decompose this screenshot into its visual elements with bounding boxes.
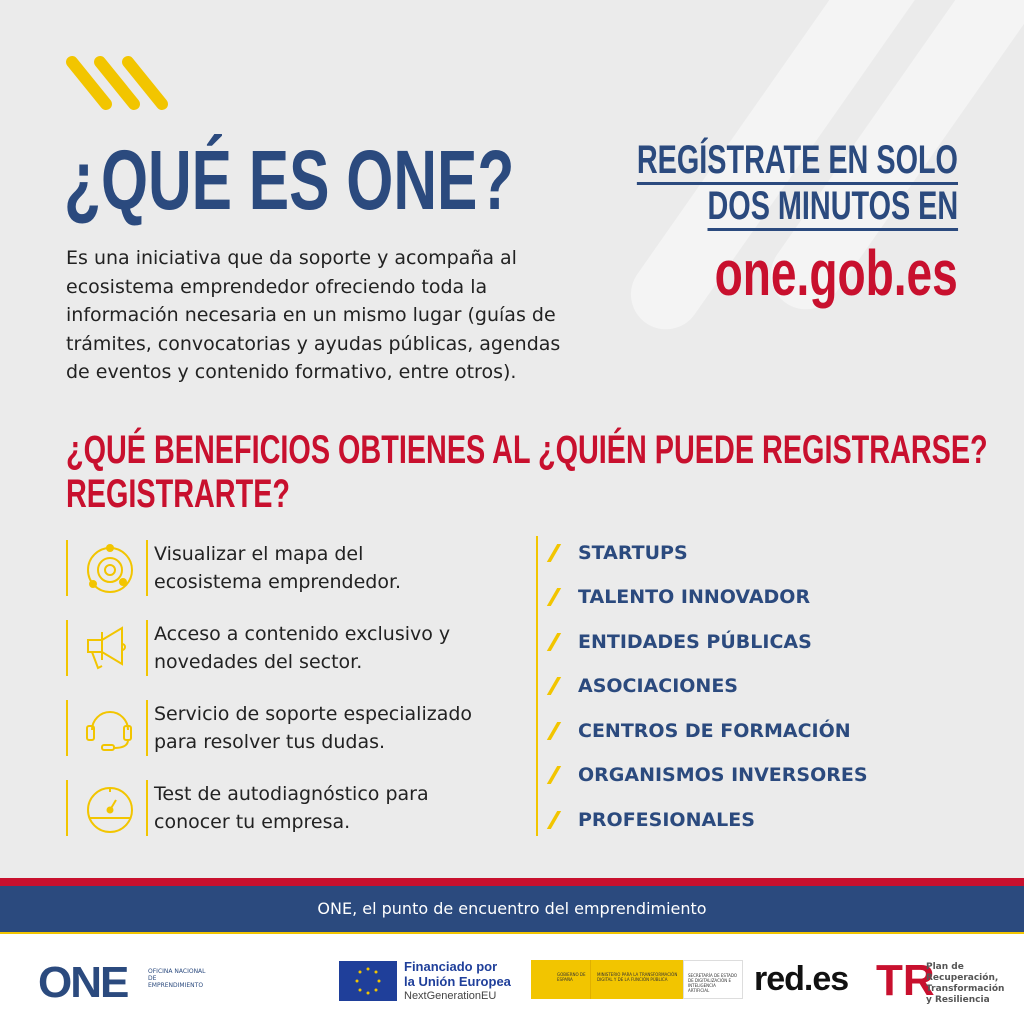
one-logo-text: OFICINA NACIONAL DE EMPRENDIMIENTO xyxy=(148,968,206,989)
eu-line3: NextGenerationEU xyxy=(404,990,497,1002)
page-title: ¿QUÉ ES ONE? xyxy=(64,133,515,227)
prtr-line: Plan de xyxy=(926,962,964,972)
eu-flag-icon xyxy=(339,961,397,1001)
slash-icon xyxy=(546,544,562,562)
prtr-line: Recuperación, xyxy=(926,973,999,983)
register-line-2: DOS MINUTOS EN xyxy=(707,184,958,231)
benefits-heading-2: REGISTRARTE? xyxy=(66,472,291,516)
gov-c: SECRETARÍA DE ESTADO DE DIGITALIZACIÓN E… xyxy=(683,960,743,999)
benefit-text: para resolver tus dudas. xyxy=(154,731,386,753)
who-item-label: STARTUPS xyxy=(578,542,688,564)
gov-b: MINISTERIO PARA LA TRANSFORMACIÓN DIGITA… xyxy=(597,972,678,982)
who-heading: ¿QUIÉN PUEDE REGISTRARSE? xyxy=(538,428,988,472)
redes-logo: red.es xyxy=(754,960,849,998)
megaphone-icon xyxy=(87,626,126,670)
who-item-label: ENTIDADES PÚBLICAS xyxy=(578,631,812,653)
benefit-item: Servicio de soporte especializado para re… xyxy=(66,700,506,764)
who-item-label: CENTROS DE FORMACIÓN xyxy=(578,720,851,742)
prtr-line: Transformación xyxy=(926,984,1005,994)
ecosystem-orbit-icon xyxy=(87,544,133,593)
description: Es una iniciativa que da soporte y acomp… xyxy=(66,247,561,383)
who-item-label: ORGANISMOS INVERSORES xyxy=(578,764,868,786)
tagline: ONE, el punto de encuentro del emprendim… xyxy=(0,886,1024,932)
who-item-label: PROFESIONALES xyxy=(578,809,755,831)
benefit-text: ecosistema emprendedor. xyxy=(154,571,402,593)
benefit-text: conocer tu empresa. xyxy=(154,811,351,833)
eu-line2: la Unión Europea xyxy=(404,974,511,989)
headset-icon xyxy=(86,711,132,751)
one-logo: ONE OFICINA NACIONAL DE EMPRENDIMIENTO xyxy=(38,958,206,1008)
slash-icon xyxy=(546,633,562,651)
slash-icon xyxy=(546,722,562,740)
prtr-logo-text: Plan de Recuperación, Transformación y Resi… xyxy=(926,962,1004,1006)
footer-band: ONE, el punto de encuentro del emprendim… xyxy=(0,878,1024,936)
prtr-line: y Resiliencia xyxy=(926,995,990,1005)
register-line-1: REGÍSTRATE EN SOLO xyxy=(636,138,958,185)
benefits-heading: ¿QUÉ BENEFICIOS OBTIENES AL xyxy=(66,428,531,472)
yellow-slashes-icon xyxy=(66,56,168,110)
benefit-text: Acceso a contenido exclusivo y xyxy=(154,623,451,645)
benefit-item: Acceso a contenido exclusivo y novedades … xyxy=(66,620,506,684)
slash-icon xyxy=(546,811,562,829)
prtr-logo-mark: TR xyxy=(876,956,935,1005)
benefit-text: Test de autodiagnóstico para xyxy=(154,783,429,805)
logos-bar: ONE OFICINA NACIONAL DE EMPRENDIMIENTO F… xyxy=(0,934,1024,1024)
one-logo-mark: ONE xyxy=(38,958,129,1007)
website-link[interactable]: one.gob.es xyxy=(714,237,958,309)
benefit-text: Servicio de soporte especializado xyxy=(154,703,473,725)
gobierno-logo: GOBIERNO DE ESPAÑA MINISTERIO PARA LA TR… xyxy=(531,960,743,999)
benefit-text: Visualizar el mapa del xyxy=(154,543,364,565)
eu-line1: Financiado por xyxy=(404,959,498,974)
slash-icon xyxy=(546,588,562,606)
benefit-text: novedades del sector. xyxy=(154,651,363,673)
speedometer-icon xyxy=(87,787,133,833)
benefit-item: Test de autodiagnóstico para conocer tu e… xyxy=(66,780,506,844)
benefit-item: Visualizar el mapa del ecosistema emprend… xyxy=(66,540,506,604)
who-list: STARTUPS TALENTO INNOVADOR ENTIDADES PÚB… xyxy=(536,536,936,836)
who-item-label: TALENTO INNOVADOR xyxy=(578,586,811,608)
who-item-label: ASOCIACIONES xyxy=(578,675,738,697)
slash-icon xyxy=(546,766,562,784)
gov-a: GOBIERNO DE ESPAÑA xyxy=(531,960,591,999)
slash-icon xyxy=(546,677,562,695)
eu-logo-text: Financiado por la Unión Europea NextGene… xyxy=(404,959,511,1004)
